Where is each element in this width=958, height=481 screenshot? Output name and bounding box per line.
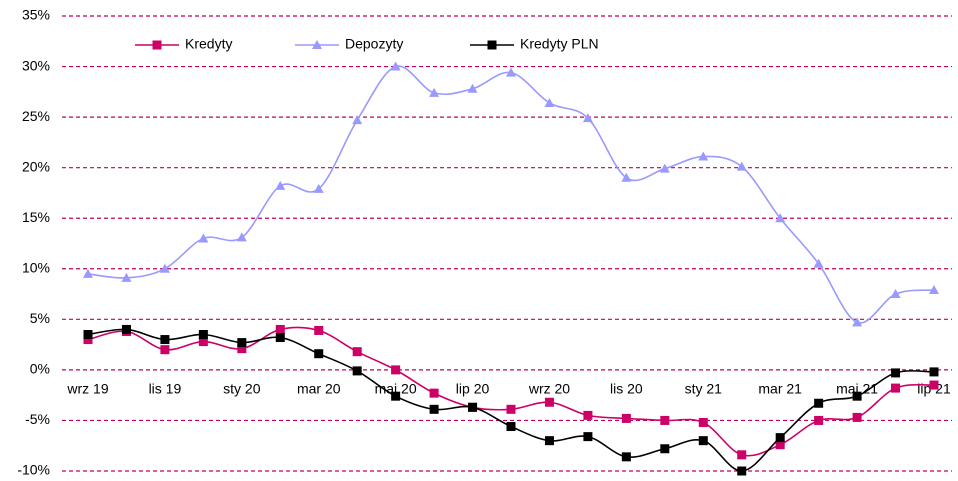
y-tick-label: -5% [25, 411, 50, 427]
data-point [813, 258, 824, 268]
data-point [390, 61, 401, 71]
data-point [698, 151, 709, 161]
data-point [583, 410, 593, 420]
data-point [121, 324, 131, 334]
data-point [660, 415, 670, 425]
data-point [391, 391, 401, 401]
y-tick-label: 25% [22, 108, 50, 124]
data-point [352, 366, 362, 376]
data-point [506, 404, 516, 414]
data-point [467, 83, 478, 93]
y-tick-label: 5% [30, 310, 50, 326]
data-point [698, 436, 708, 446]
data-point [198, 330, 208, 339]
data-point [621, 452, 631, 462]
data-point [736, 161, 747, 171]
data-point [314, 325, 324, 335]
x-tick-label: mar 20 [297, 381, 341, 397]
x-tick-label: maj 20 [375, 381, 417, 397]
data-point [698, 417, 708, 427]
legend-marker [152, 40, 162, 50]
data-point [429, 388, 439, 398]
series-line [87, 328, 935, 472]
data-point [891, 368, 901, 378]
data-point [506, 67, 516, 77]
data-point [582, 113, 593, 123]
data-point [852, 391, 862, 401]
y-tick-label: -10% [17, 462, 50, 478]
x-tick-label: lip 20 [456, 381, 490, 397]
data-point [314, 349, 324, 359]
series-line [87, 65, 935, 324]
legend-label: Kredyty PLN [520, 36, 599, 52]
data-point [352, 347, 362, 357]
data-point [429, 404, 439, 414]
data-point [429, 87, 440, 97]
data-point [83, 335, 93, 345]
data-point [275, 333, 285, 343]
data-point [160, 345, 170, 355]
data-point [852, 317, 863, 327]
data-point [659, 163, 670, 173]
x-tick-label: wrz 20 [528, 381, 570, 397]
x-tick-label: lis 20 [610, 381, 643, 397]
data-point [468, 402, 478, 412]
y-tick-label: 35% [22, 7, 50, 23]
data-point [929, 285, 939, 295]
data-point [313, 183, 324, 193]
data-point [352, 115, 363, 125]
data-point [275, 324, 285, 334]
data-point [775, 213, 786, 223]
data-point [544, 436, 554, 446]
data-point [83, 330, 93, 339]
data-point [160, 335, 170, 345]
data-point [198, 233, 209, 243]
data-point [237, 338, 247, 348]
legend-marker [312, 40, 322, 49]
data-point [737, 466, 747, 476]
data-point [237, 344, 247, 354]
data-point [506, 422, 516, 432]
data-point [929, 367, 939, 377]
y-tick-label: 10% [22, 259, 50, 275]
data-point [737, 450, 747, 460]
x-tick-label: lis 19 [149, 381, 182, 397]
data-point [391, 365, 401, 375]
data-point [775, 440, 785, 450]
data-point [83, 268, 93, 278]
y-tick-label: 0% [30, 361, 50, 377]
data-point [814, 415, 824, 425]
x-tick-label: sty 21 [685, 381, 723, 397]
legend-label: Depozyty [345, 36, 403, 52]
legend-marker [487, 40, 497, 50]
data-point [775, 433, 785, 443]
data-point [660, 444, 670, 454]
y-tick-label: 15% [22, 209, 50, 225]
data-point [583, 432, 593, 442]
data-point [621, 172, 632, 182]
data-point [236, 232, 247, 242]
data-point [275, 180, 286, 190]
data-point [890, 289, 901, 299]
data-point [929, 380, 939, 390]
data-point [544, 397, 554, 407]
data-point [121, 272, 132, 282]
data-point [544, 97, 555, 107]
data-point [621, 413, 631, 423]
x-tick-label: maj 21 [836, 381, 878, 397]
y-tick-label: 30% [22, 57, 50, 73]
data-point [159, 263, 170, 273]
y-tick-label: 20% [22, 158, 50, 174]
legend-label: Kredyty [185, 36, 232, 52]
x-tick-label: sty 20 [223, 381, 261, 397]
data-point [198, 337, 208, 347]
data-point [814, 398, 824, 408]
x-tick-label: wrz 19 [66, 381, 108, 397]
x-tick-label: mar 21 [758, 381, 802, 397]
data-point [852, 412, 862, 422]
series-line [87, 326, 935, 457]
data-point [891, 383, 901, 393]
